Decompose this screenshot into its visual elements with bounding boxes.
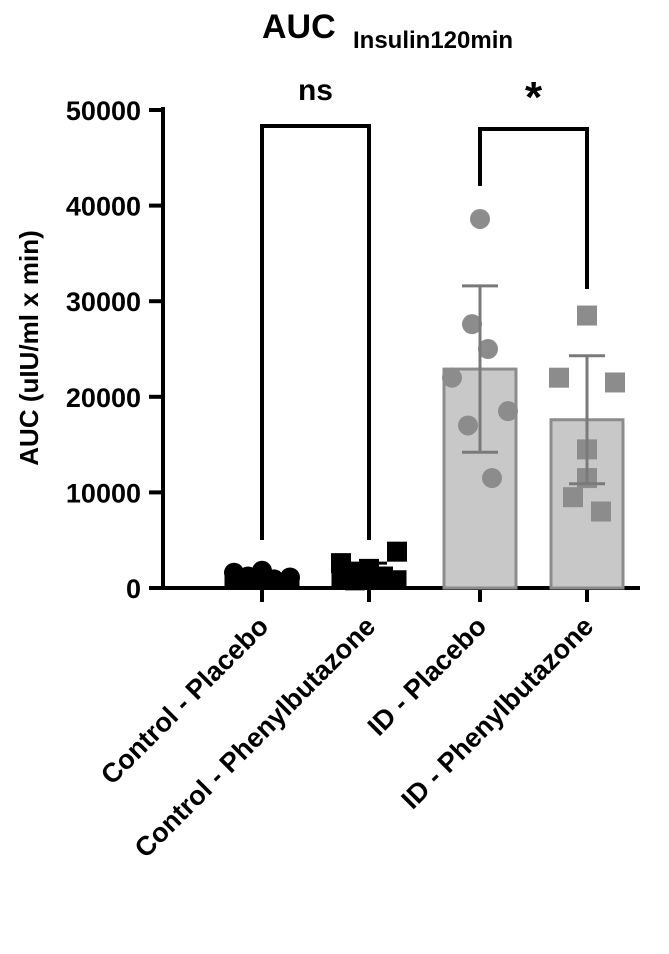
data-point xyxy=(549,367,569,388)
significance-label: ns xyxy=(298,74,333,107)
chart-title-subscript: Insulin120min xyxy=(353,27,513,54)
data-point xyxy=(349,563,369,584)
data-point xyxy=(591,501,611,522)
x-tick-label: ID - Phenylbutazone xyxy=(396,611,600,815)
data-point xyxy=(470,208,490,229)
y-tick-label: 10000 xyxy=(66,478,141,508)
bars xyxy=(224,367,625,590)
data-point xyxy=(369,568,389,589)
chart-title-main: AUC xyxy=(262,8,336,46)
y-tick-label: 40000 xyxy=(66,192,141,222)
data-point xyxy=(482,468,502,489)
error-bars xyxy=(244,284,605,582)
y-tick-label: 20000 xyxy=(66,383,141,413)
data-point xyxy=(605,372,625,393)
data-point xyxy=(387,541,407,562)
chart-title: AUC Insulin120min xyxy=(262,8,513,54)
significance-bracket xyxy=(478,127,589,289)
significance-bracket xyxy=(260,124,371,540)
data-point xyxy=(577,305,597,326)
data-point xyxy=(331,553,351,574)
y-axis-label: AUC (uIU/ml x min) xyxy=(14,230,44,465)
significance-label: * xyxy=(525,73,543,122)
data-point xyxy=(458,415,478,436)
data-point xyxy=(280,567,300,588)
y-tick-label: 50000 xyxy=(66,96,141,126)
y-tick-label: 30000 xyxy=(66,287,141,317)
y-tick-label: 0 xyxy=(126,574,141,604)
significance-brackets: ns * xyxy=(260,73,589,540)
data-point xyxy=(462,314,482,335)
data-point xyxy=(224,562,244,583)
data-point xyxy=(498,401,518,422)
data-point xyxy=(478,339,498,359)
data-point xyxy=(563,487,583,508)
data-point xyxy=(442,367,462,388)
